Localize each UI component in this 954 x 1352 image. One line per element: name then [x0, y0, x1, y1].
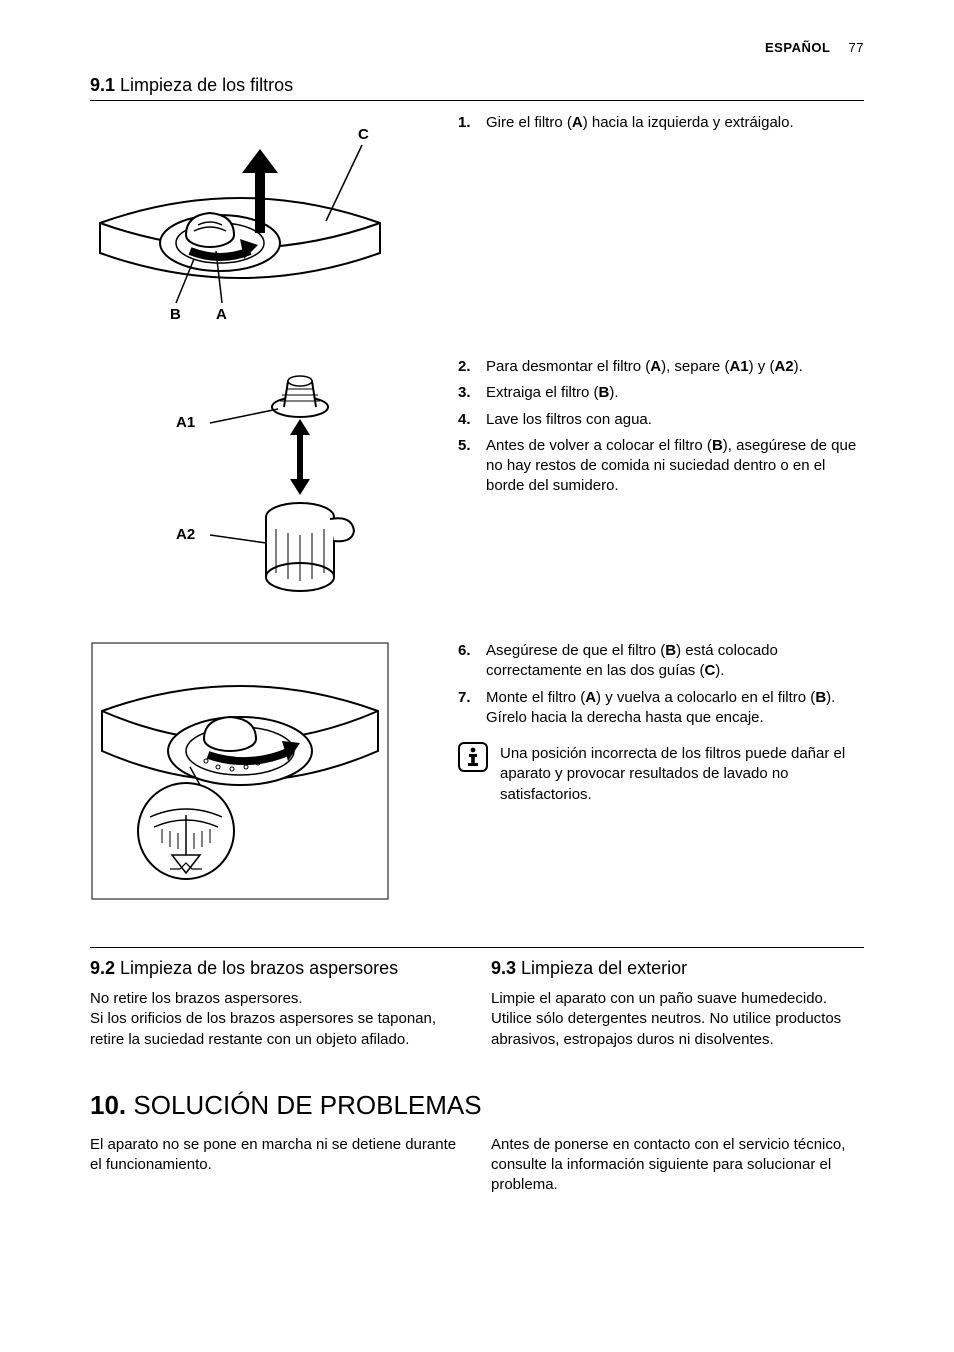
step-6: 6. Asegúrese de que el filtro (B) está c…: [458, 641, 864, 682]
step-4: 4. Lave los filtros con agua.: [458, 410, 864, 430]
header-page-number: 77: [849, 40, 864, 55]
info-text: Una posición incorrecta de los filtros p…: [500, 742, 864, 805]
diagram-label-A: A: [216, 306, 227, 323]
step-5: 5. Antes de volver a colocar el filtro (…: [458, 436, 864, 497]
diagram-filter-overview: B A C: [90, 113, 390, 333]
section-9-3-body: Limpie el aparato con un paño suave hume…: [491, 989, 864, 1050]
section-9-3-title: 9.3 Limpieza del exterior: [491, 958, 864, 979]
steps-group-3: 6. Asegúrese de que el filtro (B) está c…: [458, 641, 864, 728]
diagram-label-A1: A1: [176, 414, 195, 431]
diagram-label-C: C: [358, 126, 369, 143]
info-icon: [458, 742, 488, 772]
steps-group-2: 2. Para desmontar el filtro (A), separe …: [458, 357, 864, 497]
step-2: 2. Para desmontar el filtro (A), separe …: [458, 357, 864, 377]
info-note: Una posición incorrecta de los filtros p…: [458, 742, 864, 805]
step-3: 3. Extraiga el filtro (B).: [458, 383, 864, 403]
chapter-10-title: 10. SOLUCIÓN DE PROBLEMAS: [90, 1090, 864, 1121]
diagram-filter-reinstall: [90, 641, 390, 901]
section-9-2-title: 9.2 Limpieza de los brazos aspersores: [90, 958, 463, 979]
header-language: ESPAÑOL: [765, 40, 830, 55]
diagram-filter-parts: A1 A2: [90, 357, 390, 617]
diagram-label-A2: A2: [176, 526, 195, 543]
steps-group-1: 1. Gire el filtro (A) hacia la izquierda…: [458, 113, 864, 133]
section-9-2: 9.2 Limpieza de los brazos aspersores No…: [90, 958, 463, 1050]
section-9-3: 9.3 Limpieza del exterior Limpie el apar…: [491, 958, 864, 1050]
step-7: 7. Monte el filtro (A) y vuelva a coloca…: [458, 688, 864, 729]
separator: [90, 947, 864, 948]
page-header: ESPAÑOL 77: [90, 40, 864, 55]
section-9-2-body: No retire los brazos aspersores. Si los …: [90, 989, 463, 1050]
diagram-label-B: B: [170, 306, 181, 323]
chapter-10-left: El aparato no se pone en marcha ni se de…: [90, 1135, 463, 1196]
section-9-1-title: 9.1 Limpieza de los filtros: [90, 75, 864, 101]
step-1: 1. Gire el filtro (A) hacia la izquierda…: [458, 113, 864, 133]
chapter-10-right: Antes de ponerse en contacto con el serv…: [491, 1135, 864, 1196]
